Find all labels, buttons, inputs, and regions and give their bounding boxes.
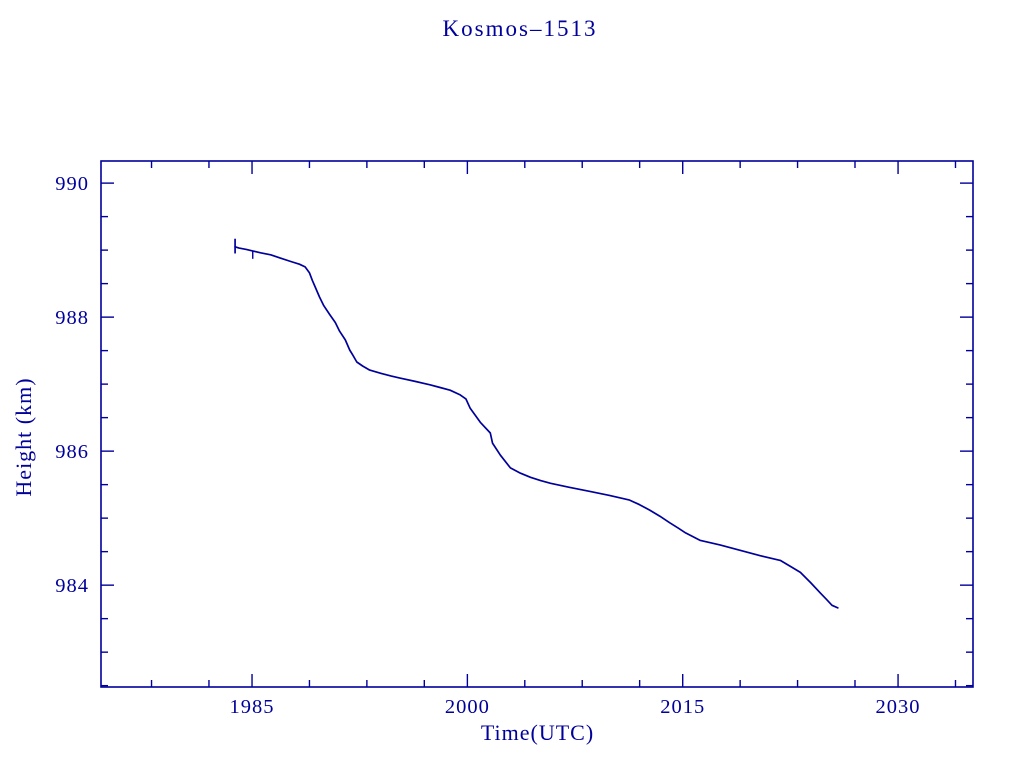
x-axis-label: Time(UTC) (480, 720, 595, 745)
y-axis-label: Height (km) (11, 377, 36, 497)
y-tick-label: 988 (55, 307, 89, 329)
x-tick-label: 2000 (445, 696, 490, 718)
y-tick-label: 984 (55, 575, 89, 597)
x-tick-label: 2030 (876, 696, 921, 718)
chart-title: Kosmos–1513 (442, 16, 598, 41)
x-tick-label: 2015 (660, 696, 705, 718)
height-curve (234, 245, 839, 609)
y-tick-label: 990 (55, 173, 89, 195)
plot-frame (100, 160, 974, 688)
x-tick-label: 1985 (230, 696, 275, 718)
y-tick-label: 986 (55, 441, 89, 463)
